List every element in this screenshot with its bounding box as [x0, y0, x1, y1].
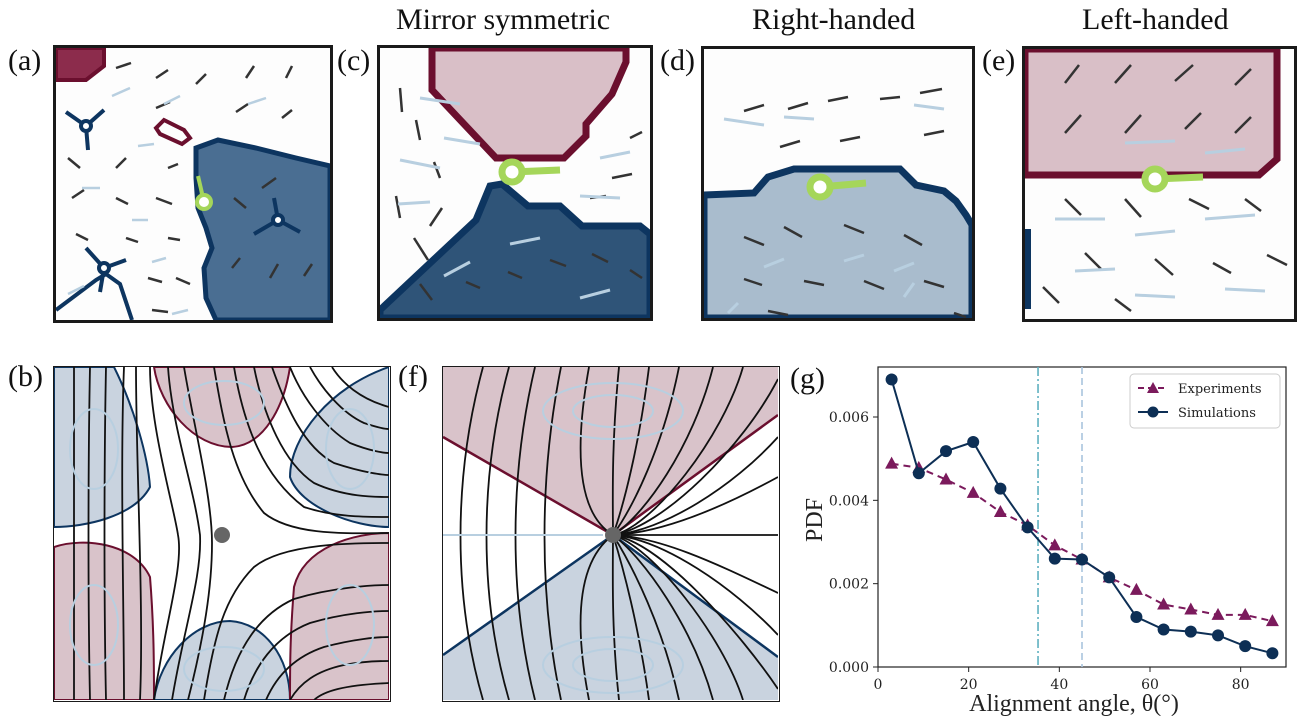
y-tick-label-1: 0.002	[829, 577, 869, 593]
flow-arrows-d	[723, 103, 945, 315]
legend-label-simulations: Simulations	[1178, 406, 1256, 421]
data-point-simulations-4	[994, 482, 1007, 495]
data-point-simulations-3	[967, 436, 980, 448]
panel-g-chart: PDF Alignment angle, θ(°) 0 20 40 60 80 0.000…	[790, 360, 1295, 716]
data-point-simulations-13	[1239, 640, 1252, 653]
panel-label-f: (f)	[398, 360, 428, 393]
panel-d-drawing	[704, 87, 972, 318]
data-point-simulations-9	[1130, 611, 1143, 623]
data-point-simulations-11	[1184, 625, 1197, 638]
data-point-experiments-12	[1211, 607, 1225, 620]
x-tick-label-3: 60	[1141, 677, 1159, 693]
panel-label-e: (e)	[982, 44, 1016, 77]
data-point-simulations-1	[912, 467, 925, 480]
flow-circles-f	[443, 382, 684, 694]
data-point-experiments-2	[939, 472, 953, 485]
flow-circles-b	[69, 380, 375, 692]
defect-lime-icon-d	[806, 173, 867, 201]
defect-plus-icon-a2	[84, 246, 127, 293]
y-tick-label-3: 0.006	[829, 410, 869, 426]
data-point-experiments-3	[966, 485, 980, 498]
panel-e-left-handed	[1022, 46, 1297, 322]
defect-lime-icon-a	[195, 175, 213, 211]
director-rods-a	[67, 61, 314, 314]
data-point-simulations-2	[940, 445, 952, 458]
panel-label-g: (g)	[790, 362, 825, 395]
panel-d-right-handed	[701, 46, 975, 321]
data-point-experiments-10	[1157, 597, 1171, 610]
data-point-experiments-6	[1048, 538, 1062, 551]
data-point-simulations-0	[885, 373, 898, 386]
data-point-experiments-14	[1265, 614, 1279, 627]
data-point-experiments-11	[1184, 602, 1198, 615]
panel-label-d: (d)	[660, 44, 695, 77]
data-point-experiments-0	[885, 456, 899, 469]
legend-marker-simulations	[1147, 406, 1159, 418]
title-right-handed: Right-handed	[752, 3, 916, 36]
flow-arrows-c	[397, 96, 631, 300]
panel-f-flow-field	[442, 366, 780, 702]
flow-arrows-a	[67, 86, 267, 316]
panel-e-drawing	[1025, 49, 1288, 312]
series-line-experiments	[891, 462, 1273, 623]
legend-marker-experiments	[1147, 382, 1159, 393]
director-rods-d	[743, 87, 967, 318]
panel-label-c: (c)	[337, 44, 371, 77]
defect-lime-icon-c	[498, 158, 561, 186]
data-point-simulations-8	[1103, 571, 1116, 584]
pdf-chart-svg: PDF Alignment angle, θ(°) 0 20 40 60 80 0.000…	[802, 366, 1287, 716]
flow-arrows-e	[1055, 139, 1266, 299]
panel-a-drawing	[56, 48, 330, 320]
x-tick-label-1: 20	[960, 677, 978, 693]
x-tick-label-0: 0	[874, 677, 883, 693]
streamlines-b	[73, 367, 389, 700]
data-point-experiments-13	[1238, 607, 1252, 620]
defect-plus-icon-a1	[64, 108, 106, 151]
data-point-experiments-9	[1129, 582, 1143, 595]
director-rods-e	[1042, 64, 1288, 312]
legend-label-experiments: Experiments	[1178, 382, 1262, 397]
data-point-simulations-7	[1076, 553, 1088, 566]
defect-point-icon-b	[214, 527, 230, 543]
panel-f-drawing	[443, 367, 778, 700]
defect-lime-icon-e	[1141, 165, 1204, 193]
data-point-experiments-4	[993, 505, 1007, 517]
y-axis-label: PDF	[802, 498, 828, 542]
panel-a-director-field	[53, 45, 333, 323]
data-point-simulations-12	[1212, 629, 1224, 642]
panel-b-drawing	[54, 367, 389, 700]
x-tick-label-2: 40	[1050, 677, 1068, 693]
title-left-handed: Left-handed	[1082, 3, 1229, 36]
data-point-simulations-5	[1021, 521, 1034, 534]
data-point-simulations-10	[1157, 623, 1170, 636]
defect-point-icon-f	[605, 527, 621, 543]
x-tick-label-4: 80	[1232, 677, 1250, 693]
defect-plus-icon-a3	[252, 197, 301, 236]
panel-label-a: (a)	[8, 44, 42, 77]
y-tick-label-2: 0.004	[829, 493, 869, 509]
panel-b-flow-field	[53, 366, 391, 702]
title-mirror-symmetric: Mirror symmetric	[396, 3, 611, 36]
x-axis-label: Alignment angle, θ(°)	[969, 691, 1179, 716]
panel-c-drawing	[380, 48, 650, 318]
chart-legend: Experiments Simulations	[1129, 373, 1281, 429]
data-point-simulations-6	[1048, 552, 1061, 565]
data-point-simulations-14	[1266, 647, 1279, 660]
panel-label-b: (b)	[8, 360, 43, 393]
panel-c-mirror-symmetric	[377, 45, 653, 321]
y-tick-label-0: 0.000	[829, 660, 869, 676]
